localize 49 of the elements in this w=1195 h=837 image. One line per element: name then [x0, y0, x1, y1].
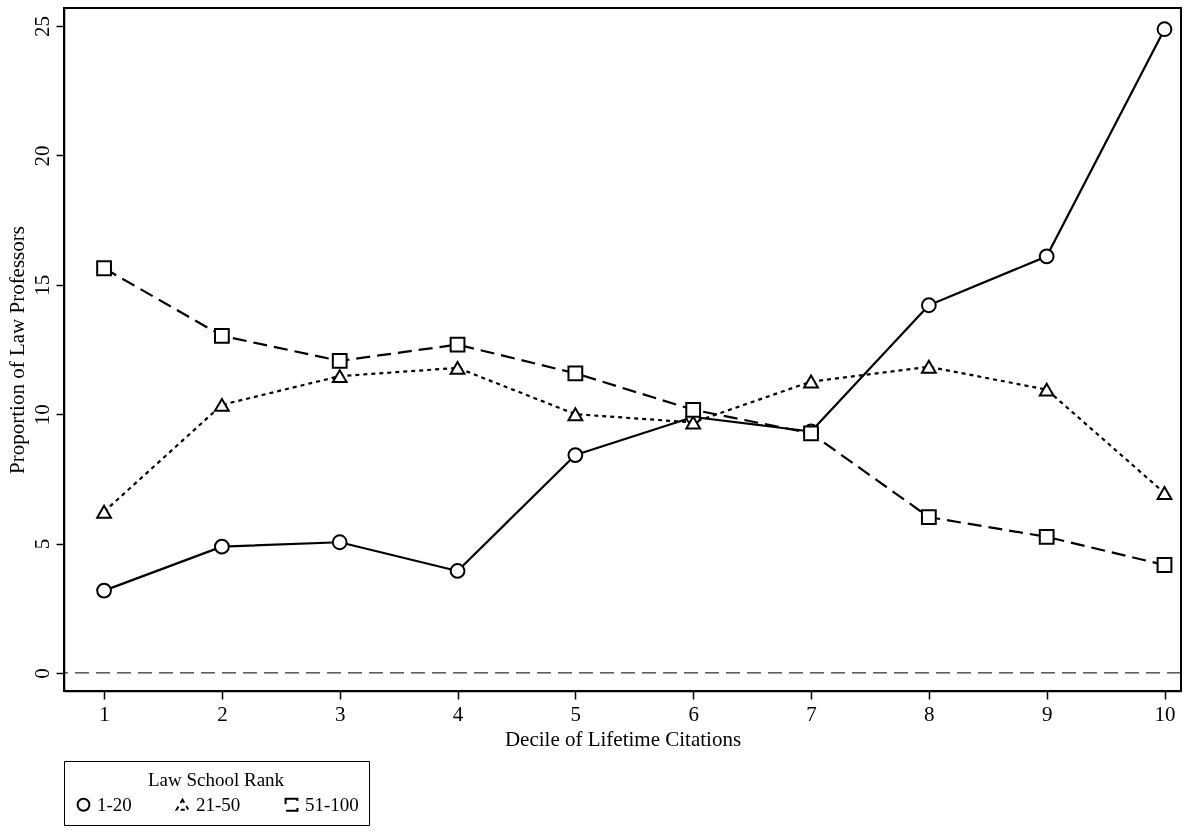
point [1156, 21, 1173, 38]
y-tick-label: 5 [29, 538, 54, 550]
x-tick-label: 9 [1041, 701, 1053, 726]
legend-label: 51-100 [305, 793, 359, 815]
x-tick-label: 8 [924, 701, 935, 726]
x-tick-label: 5 [570, 701, 582, 726]
point [1038, 248, 1055, 265]
point [567, 407, 584, 422]
x-tick-label: 10 [1154, 701, 1176, 726]
point [567, 365, 584, 382]
point [567, 447, 584, 463]
point [685, 401, 702, 418]
point [331, 534, 348, 551]
point [214, 397, 230, 412]
point [920, 297, 937, 314]
y-tick-label: 25 [29, 16, 54, 38]
point [1038, 382, 1055, 397]
x-axis-title: Decile of Lifetime Citations [504, 726, 742, 751]
y-axis-title: Proportion of Law Professors [4, 226, 29, 474]
point [449, 360, 466, 375]
y-tick-label: 10 [29, 404, 54, 426]
point [1038, 528, 1055, 545]
legend-label: 1-20 [97, 793, 132, 815]
point [96, 260, 112, 277]
point [1156, 486, 1173, 501]
point [214, 327, 230, 344]
point [685, 415, 702, 430]
x-tick-label: 6 [688, 701, 699, 726]
point [1156, 557, 1173, 573]
x-tick-label: 3 [334, 701, 346, 726]
point [96, 504, 112, 519]
point [449, 563, 466, 579]
point [920, 509, 937, 526]
legend-label: 21-50 [196, 793, 241, 815]
point [214, 538, 230, 555]
point [331, 352, 348, 369]
point [920, 359, 937, 374]
y-tick-label: 0 [29, 668, 54, 679]
x-tick-label: 1 [99, 701, 110, 726]
point [331, 369, 348, 384]
x-tick-label: 2 [217, 701, 228, 726]
x-tick-label: 7 [806, 701, 817, 726]
legend-title: Law School Rank [147, 769, 285, 790]
point [449, 336, 466, 353]
y-tick-label: 20 [29, 145, 54, 167]
x-tick-label: 4 [452, 701, 464, 726]
point [96, 582, 112, 599]
point [803, 374, 819, 389]
y-tick-label: 15 [29, 274, 54, 296]
